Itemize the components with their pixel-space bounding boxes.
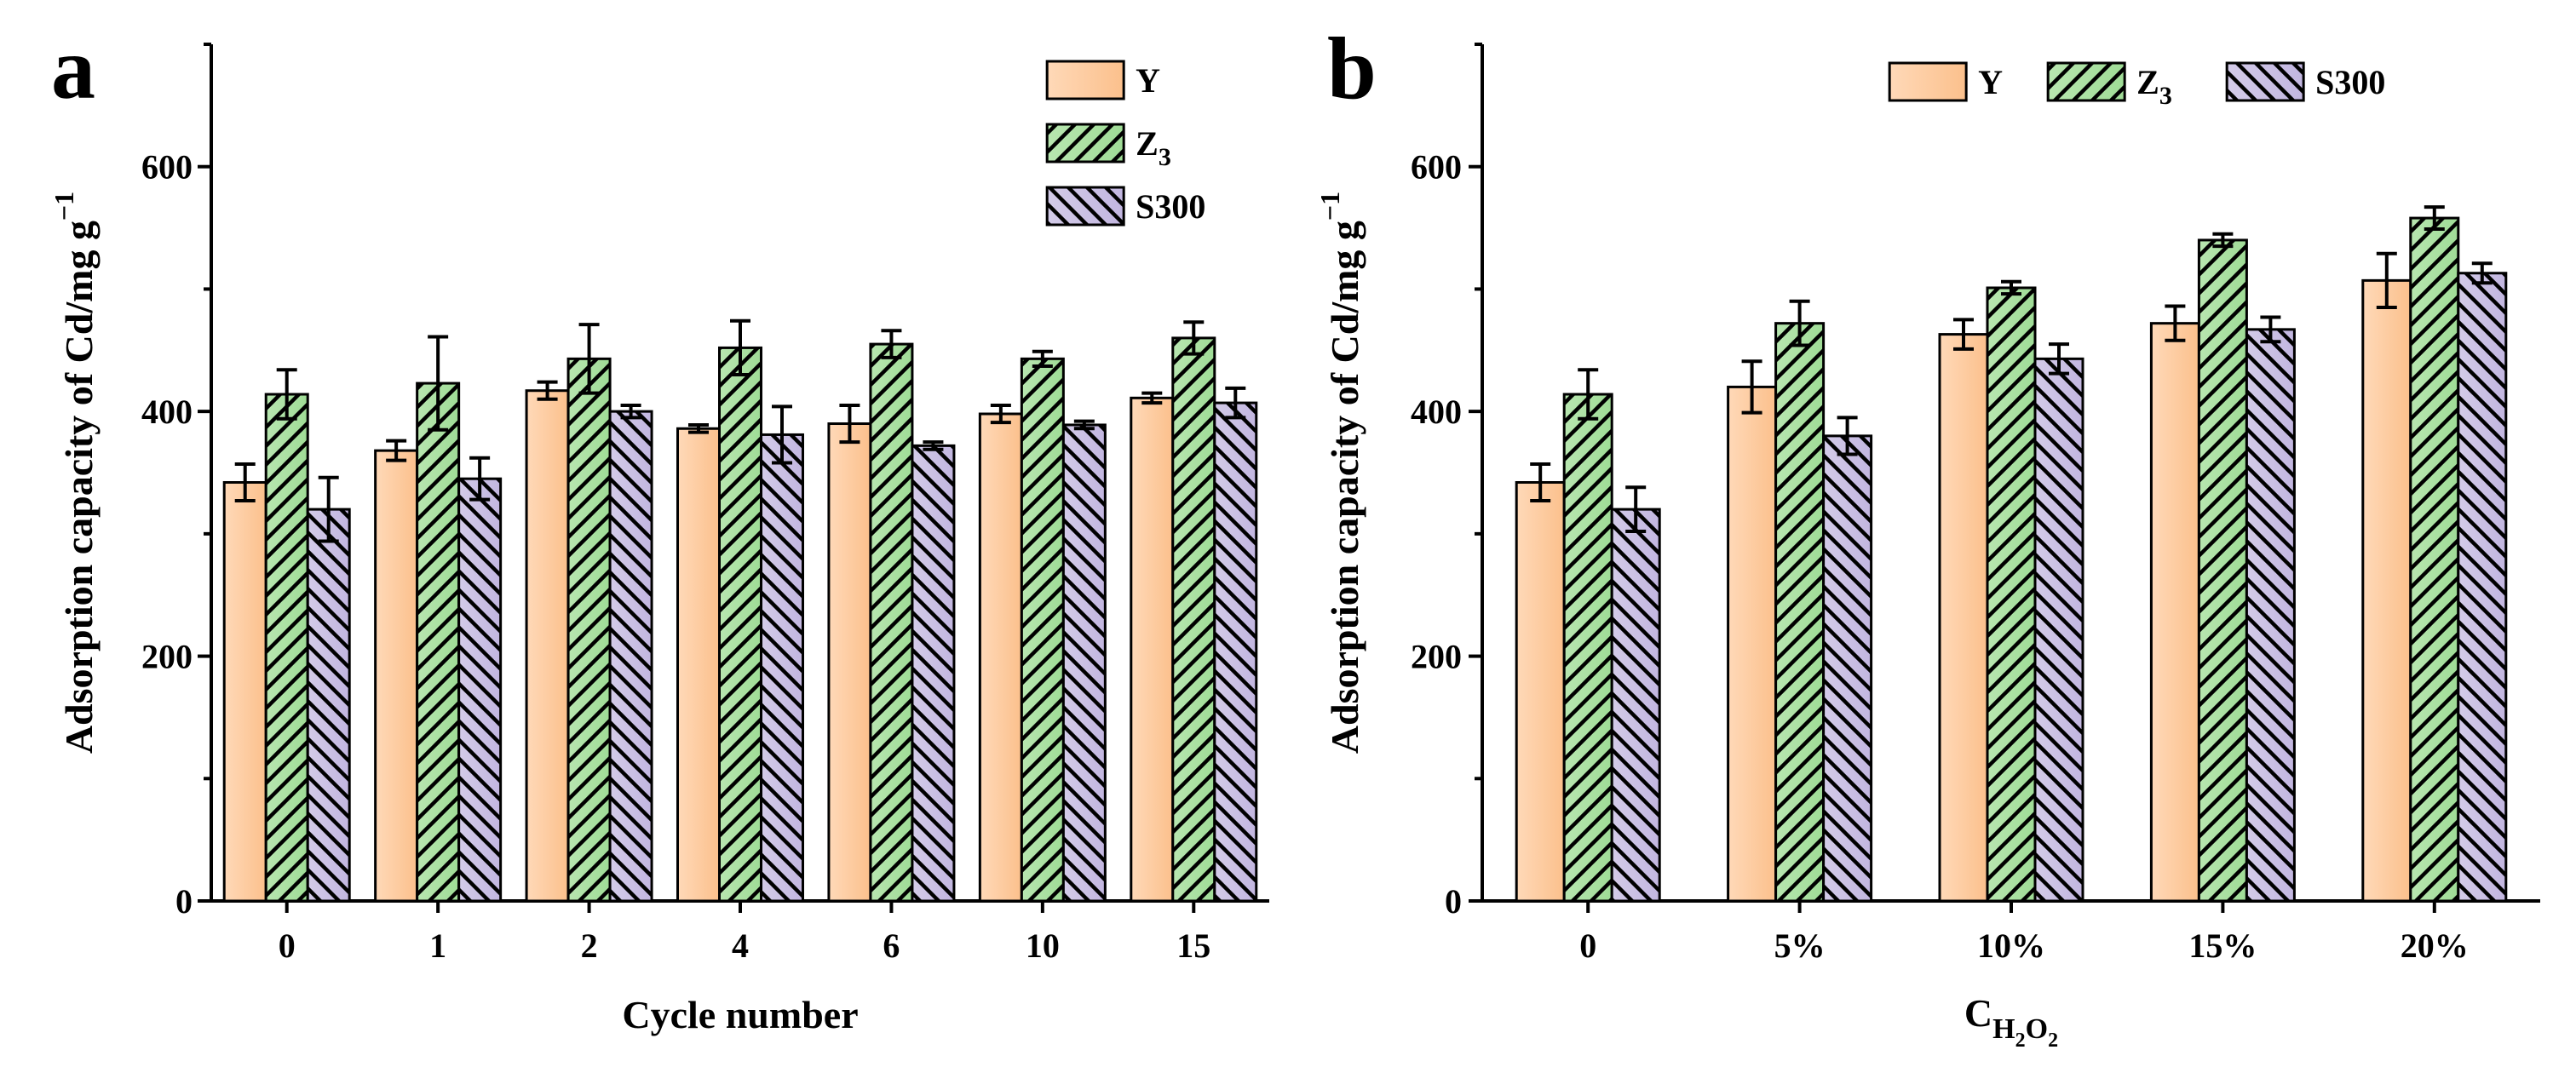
bar-hatch-S300-0 xyxy=(308,509,350,901)
legend-label-Z3: Z3 xyxy=(2136,63,2172,110)
y-tick-label: 200 xyxy=(141,638,193,676)
x-tick-label: 0 xyxy=(279,926,296,965)
bar-Y-2 xyxy=(526,390,569,901)
bar-Y-0 xyxy=(1516,482,1565,901)
panel-a: 0 200 400 600 0 1 2 4 6 10 15 a Adsorption capacity … xyxy=(49,20,1269,1036)
bar-Y-1 xyxy=(375,450,417,901)
bar-hatch-Z3-10% xyxy=(1987,287,2035,901)
bar-hatch-Z3-4 xyxy=(719,347,762,901)
x-axis-title: Cycle number xyxy=(622,993,858,1036)
bar-hatch-S300-4 xyxy=(761,434,803,901)
x-tick-label: 1 xyxy=(429,926,446,965)
legend-swatch-hatch xyxy=(2048,63,2125,100)
x-tick-label: 0 xyxy=(1579,926,1596,965)
y-tick-label: 400 xyxy=(1411,393,1462,431)
y-axis-title: Adsorption capacity of Cd/mg g−1 xyxy=(1314,192,1366,754)
legend-swatch-Y xyxy=(1047,61,1124,99)
x-tick-label: 4 xyxy=(732,926,749,965)
bar-hatch-Z3-5% xyxy=(1775,323,1824,901)
legend-label-S300: S300 xyxy=(2315,63,2385,101)
panel-b: 0 200 400 600 0 5% 10% 15% 20% b Adsorption capaci… xyxy=(1314,20,2540,1052)
bar-Y-15% xyxy=(2151,323,2199,901)
bar-hatch-Z3-2 xyxy=(568,359,611,901)
bar-Y-4 xyxy=(677,428,720,902)
bar-hatch-S300-10 xyxy=(1063,424,1106,901)
bar-Y-5% xyxy=(1728,387,1776,901)
legend-label-Z3: Z3 xyxy=(1136,124,1171,171)
bar-hatch-Z3-1 xyxy=(417,383,459,901)
bar-hatch-Z3-15 xyxy=(1172,337,1215,901)
legend-swatch-outline xyxy=(2225,61,2305,102)
x-tick-label: 5% xyxy=(1774,926,1826,965)
legend-label-Y: Y xyxy=(1136,61,1160,100)
y-tick-label: 0 xyxy=(1445,882,1462,921)
y-tick-label: 0 xyxy=(175,882,193,921)
x-axis-title: CH2O2 xyxy=(1964,991,2058,1052)
bar-hatch-Z3-15% xyxy=(2199,239,2247,901)
x-tick-label: 6 xyxy=(883,926,900,965)
bar-Y-0 xyxy=(224,482,267,901)
x-tick-label: 20% xyxy=(2401,926,2469,965)
bar-hatch-S300-5% xyxy=(1823,435,1872,901)
panel-letter: a xyxy=(51,20,95,118)
bar-hatch-Z3-6 xyxy=(870,344,912,902)
bar-Y-10% xyxy=(1940,334,1987,901)
bar-hatch-Z3-20% xyxy=(2410,218,2458,901)
y-tick-label: 600 xyxy=(141,148,193,186)
bar-Y-10 xyxy=(980,414,1022,901)
bar-hatch-Z3-0 xyxy=(266,394,308,902)
bar-hatch-S300-20% xyxy=(2458,272,2506,901)
bar-hatch-S300-2 xyxy=(610,411,653,902)
bar-Y-20% xyxy=(2362,280,2411,902)
bar-hatch-S300-10% xyxy=(2035,359,2083,901)
legend-swatch-outline xyxy=(1888,61,1968,102)
legend-swatch-outline xyxy=(1045,186,1125,227)
bar-hatch-Z3-10 xyxy=(1021,359,1064,901)
x-tick-label: 10% xyxy=(1977,926,2045,965)
bar-hatch-Z3-0 xyxy=(1564,394,1613,902)
x-tick-label: 15 xyxy=(1176,926,1210,965)
bar-hatch-S300-15% xyxy=(2246,329,2295,902)
bar-hatch-S300-6 xyxy=(911,445,954,901)
legend-label-Y: Y xyxy=(1978,63,2003,101)
legend-swatch-outline xyxy=(1045,60,1125,100)
legend-swatch-Y xyxy=(1889,63,1967,100)
y-axis-title: Adsorption capacity of Cd/mg g−1 xyxy=(49,192,101,754)
bar-hatch-S300-15 xyxy=(1214,403,1256,901)
panel-letter: b xyxy=(1327,20,1377,118)
x-tick-label: 10 xyxy=(1026,926,1060,965)
bar-hatch-S300-1 xyxy=(458,479,501,901)
y-tick-label: 600 xyxy=(1411,148,1462,186)
bar-Y-6 xyxy=(828,423,871,901)
bar-hatch-S300-0 xyxy=(1612,509,1660,901)
legend-swatch-hatch xyxy=(1047,187,1124,225)
legend-label-S300: S300 xyxy=(1136,187,1205,226)
x-tick-label: 2 xyxy=(581,926,598,965)
legend-swatch-outline xyxy=(2046,61,2126,102)
legend-swatch-outline xyxy=(1045,123,1125,163)
legend-swatch-hatch xyxy=(2227,63,2304,100)
bar-Y-15 xyxy=(1130,398,1173,901)
legend-swatch-hatch xyxy=(1047,124,1124,162)
y-tick-label: 200 xyxy=(1411,638,1462,676)
x-tick-label: 15% xyxy=(2188,926,2257,965)
y-tick-label: 400 xyxy=(141,393,193,431)
